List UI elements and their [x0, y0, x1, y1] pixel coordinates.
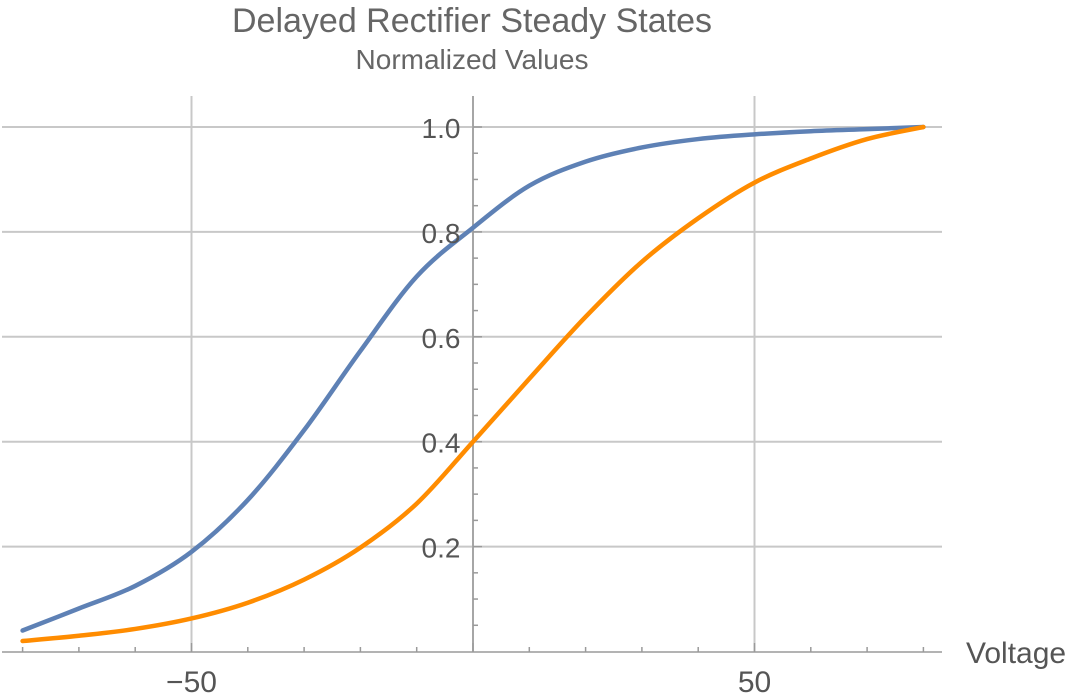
y-tick-label: 0.6: [422, 323, 461, 354]
chart-subtitle: Normalized Values: [355, 44, 589, 75]
x-axis-label: Voltage: [966, 637, 1066, 670]
gridlines: [2, 96, 942, 652]
series-line-2: [20, 124, 926, 644]
series-line-1: [20, 124, 926, 633]
y-tick-label: 0.4: [422, 428, 461, 459]
tick-labels: 0.2 0.4 0.6 0.8 1.0 −50 50: [166, 113, 771, 698]
y-tick-label: 0.2: [422, 533, 461, 564]
y-tick-label: 1.0: [422, 113, 461, 144]
x-tick-label: 50: [738, 666, 771, 698]
series-lines: [20, 124, 926, 644]
y-tick-label: 0.8: [422, 218, 461, 249]
chart-title: Delayed Rectifier Steady States: [231, 2, 713, 40]
x-tick-label: −50: [166, 666, 217, 698]
axes: [2, 96, 942, 653]
